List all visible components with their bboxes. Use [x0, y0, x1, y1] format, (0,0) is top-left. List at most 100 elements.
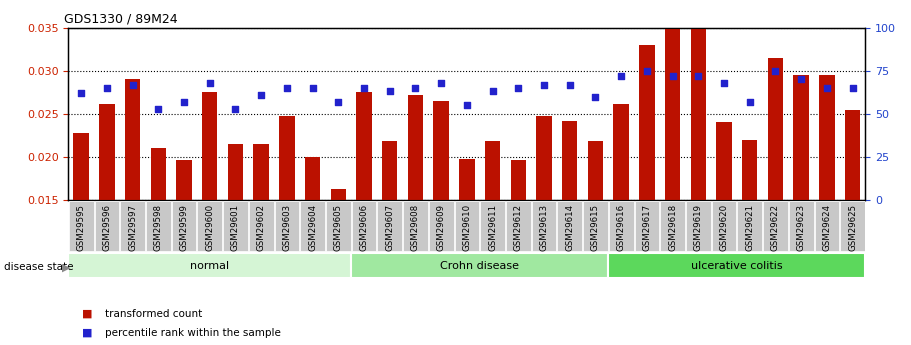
Point	[665, 73, 680, 79]
Text: GSM29615: GSM29615	[591, 204, 600, 252]
Text: GSM29598: GSM29598	[154, 204, 163, 251]
Point	[151, 106, 166, 111]
Point	[486, 89, 500, 94]
Text: GSM29595: GSM29595	[77, 204, 86, 251]
Bar	[74, 133, 89, 329]
Bar	[793, 75, 809, 329]
Text: GSM29599: GSM29599	[179, 204, 189, 251]
Bar	[768, 58, 783, 329]
Text: GSM29601: GSM29601	[231, 204, 240, 252]
Bar	[202, 92, 218, 329]
Text: GSM29623: GSM29623	[796, 204, 805, 252]
Bar	[562, 121, 578, 329]
FancyBboxPatch shape	[558, 201, 582, 251]
Point	[793, 77, 808, 82]
Text: normal: normal	[190, 261, 230, 270]
Text: GSM29621: GSM29621	[745, 204, 754, 252]
Bar	[331, 189, 346, 329]
Text: GSM29612: GSM29612	[514, 204, 523, 252]
Bar	[150, 148, 166, 329]
FancyBboxPatch shape	[146, 201, 170, 251]
FancyBboxPatch shape	[223, 201, 248, 251]
FancyBboxPatch shape	[686, 201, 711, 251]
FancyBboxPatch shape	[583, 201, 608, 251]
Bar	[177, 159, 191, 329]
Text: ■: ■	[82, 328, 93, 338]
Point	[511, 85, 526, 91]
Text: GSM29616: GSM29616	[617, 204, 626, 252]
Text: GSM29610: GSM29610	[463, 204, 471, 252]
Text: GSM29605: GSM29605	[333, 204, 343, 252]
FancyBboxPatch shape	[840, 201, 865, 251]
Text: Crohn disease: Crohn disease	[440, 261, 519, 270]
Bar	[459, 159, 475, 329]
Point	[768, 68, 783, 73]
Bar	[716, 122, 732, 329]
FancyBboxPatch shape	[352, 201, 376, 251]
FancyBboxPatch shape	[403, 201, 428, 251]
Point	[562, 82, 577, 87]
FancyBboxPatch shape	[171, 201, 197, 251]
Text: ■: ■	[82, 309, 93, 319]
Text: transformed count: transformed count	[105, 309, 202, 319]
Text: GSM29625: GSM29625	[848, 204, 857, 252]
Text: GSM29603: GSM29603	[282, 204, 292, 252]
Text: GSM29618: GSM29618	[668, 204, 677, 252]
Text: GSM29597: GSM29597	[128, 204, 138, 251]
Point	[177, 99, 191, 105]
Point	[640, 68, 654, 73]
Point	[691, 73, 706, 79]
Text: GSM29619: GSM29619	[694, 204, 702, 251]
Bar	[356, 92, 372, 329]
FancyBboxPatch shape	[274, 201, 299, 251]
Text: GSM29613: GSM29613	[539, 204, 548, 252]
FancyBboxPatch shape	[69, 201, 94, 251]
FancyBboxPatch shape	[377, 201, 402, 251]
Bar	[742, 140, 757, 329]
Text: percentile rank within the sample: percentile rank within the sample	[105, 328, 281, 338]
Text: GSM29600: GSM29600	[205, 204, 214, 252]
Bar	[305, 157, 321, 329]
Point	[614, 73, 629, 79]
FancyBboxPatch shape	[763, 201, 788, 251]
Bar	[485, 141, 500, 329]
Point	[228, 106, 242, 111]
FancyBboxPatch shape	[814, 201, 839, 251]
FancyBboxPatch shape	[249, 201, 273, 251]
Point	[254, 92, 269, 98]
Text: GSM29624: GSM29624	[823, 204, 832, 252]
Bar	[588, 141, 603, 329]
FancyBboxPatch shape	[711, 201, 736, 251]
Text: GSM29611: GSM29611	[488, 204, 497, 252]
Bar	[434, 101, 449, 329]
FancyBboxPatch shape	[506, 201, 530, 251]
Point	[202, 80, 217, 86]
Text: GSM29609: GSM29609	[436, 204, 445, 251]
Point	[845, 85, 860, 91]
Bar	[665, 29, 681, 329]
FancyBboxPatch shape	[455, 201, 479, 251]
FancyBboxPatch shape	[351, 253, 609, 278]
FancyBboxPatch shape	[198, 201, 222, 251]
Bar	[125, 79, 140, 329]
Point	[408, 85, 423, 91]
FancyBboxPatch shape	[737, 201, 763, 251]
FancyBboxPatch shape	[609, 253, 865, 278]
Point	[434, 80, 448, 86]
Point	[589, 94, 603, 99]
Point	[383, 89, 397, 94]
Bar	[819, 75, 834, 329]
Bar	[253, 144, 269, 329]
Text: GSM29622: GSM29622	[771, 204, 780, 252]
FancyBboxPatch shape	[95, 201, 119, 251]
Point	[820, 85, 834, 91]
FancyBboxPatch shape	[609, 201, 633, 251]
Point	[357, 85, 372, 91]
FancyBboxPatch shape	[429, 201, 454, 251]
Bar	[537, 117, 552, 329]
FancyBboxPatch shape	[635, 201, 660, 251]
Point	[280, 85, 294, 91]
Point	[537, 82, 551, 87]
Bar	[408, 95, 424, 329]
Text: GSM29614: GSM29614	[565, 204, 574, 252]
